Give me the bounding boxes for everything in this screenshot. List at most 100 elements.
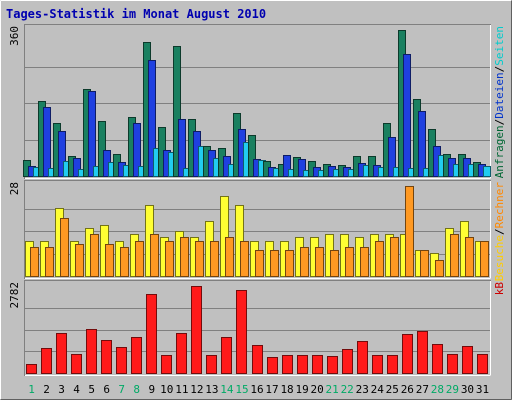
x-tick-label-3: 3 [58,383,65,396]
chart-title: Tages-Statistik im Monat August 2010 [6,7,266,21]
bar-top-anfragen-day-11 [173,46,181,177]
bar-bottom-kb-day-13 [206,355,217,374]
bar-middle-rechner-day-21 [330,250,339,277]
bar-middle-rechner-day-4 [75,244,84,277]
ymax-label-bottom: 2782 [8,282,21,309]
bar-bottom-kb-day-25 [387,355,398,374]
bar-top-dateien-day-5 [88,91,96,177]
x-tick-label-24: 24 [371,383,385,396]
x-tick-label-13: 13 [205,383,218,396]
bar-middle-rechner-day-18 [285,250,294,277]
x-tick-label-12: 12 [190,383,203,396]
bar-bottom-kb-day-15 [236,290,247,374]
bar-middle-rechner-day-10 [165,241,174,277]
bar-middle-rechner-day-12 [195,241,204,277]
bar-middle-rechner-day-16 [255,250,264,277]
x-tick-label-2: 2 [43,383,50,396]
x-tick-label-7: 7 [118,383,125,396]
bar-middle-besuche-day-14 [220,196,229,277]
x-tick-label-6: 6 [103,383,110,396]
bar-top-dateien-day-3 [58,131,66,177]
bar-bottom-kb-day-10 [161,355,172,374]
bar-middle-rechner-day-31 [480,241,489,277]
x-tick-label-4: 4 [73,383,80,396]
bar-bottom-kb-day-16 [252,345,263,374]
bar-middle-rechner-day-17 [270,250,279,277]
bar-middle-rechner-day-27 [420,250,429,277]
x-tick-label-1: 1 [28,383,35,396]
bar-middle-rechner-day-2 [45,247,54,277]
x-tick-label-15: 15 [235,383,248,396]
bar-bottom-kb-day-17 [267,357,278,374]
bar-bottom-kb-day-20 [312,355,323,374]
bar-bottom-kb-day-7 [116,347,127,374]
x-tick-label-21: 21 [326,383,339,396]
bar-top-dateien-day-11 [178,119,186,177]
x-tick-label-10: 10 [160,383,173,396]
bar-middle-rechner-day-15 [240,241,249,277]
bar-bottom-kb-day-1 [26,364,37,374]
bar-middle-rechner-day-1 [30,247,39,277]
x-tick-label-5: 5 [88,383,95,396]
bar-middle-rechner-day-3 [60,218,69,277]
bar-top-dateien-day-8 [133,123,141,177]
bar-top-seiten-day-31 [483,166,491,177]
bar-top-dateien-day-4 [73,158,81,177]
bar-bottom-kb-day-26 [402,334,413,374]
bar-bottom-kb-day-22 [342,349,353,374]
bar-bottom-kb-day-14 [221,337,232,374]
bar-middle-rechner-day-29 [450,234,459,277]
bar-bottom-kb-day-30 [462,346,473,374]
bar-bottom-kb-day-12 [191,286,202,374]
bar-bottom-kb-day-3 [56,333,67,374]
bar-bottom-kb-day-28 [432,344,443,374]
x-tick-label-9: 9 [148,383,155,396]
legend-top: Anfragen/Dateien/Seiten [493,26,506,178]
bar-top-dateien-day-26 [403,54,411,177]
bar-middle-rechner-day-5 [90,234,99,277]
ymax-label-top: 360 [8,26,21,46]
bar-bottom-kb-day-24 [372,355,383,374]
x-tick-label-19: 19 [295,383,308,396]
x-tick-label-30: 30 [461,383,474,396]
bar-bottom-kb-day-5 [86,329,97,374]
x-tick-label-14: 14 [220,383,234,396]
bar-top-dateien-day-2 [43,107,51,177]
bar-top-dateien-day-25 [388,137,396,177]
x-tick-label-11: 11 [175,383,188,396]
bar-bottom-kb-day-4 [71,354,82,374]
legend-label: kB [493,282,506,296]
bar-middle-rechner-day-9 [150,234,159,277]
x-tick-label-26: 26 [401,383,414,396]
legend-label: / [493,119,506,126]
bar-middle-rechner-day-22 [345,247,354,277]
bar-bottom-kb-day-18 [282,355,293,374]
bar-bottom-kb-day-23 [357,341,368,374]
bar-bottom-kb-day-21 [327,356,338,374]
x-tick-label-28: 28 [431,383,444,396]
bar-middle-rechner-day-20 [315,247,324,277]
bar-middle-rechner-day-8 [135,241,144,277]
legend-middle: Besuche/Rechner [493,182,506,282]
bar-bottom-kb-day-11 [176,333,187,374]
bar-bottom-kb-day-2 [41,348,52,374]
x-tick-label-23: 23 [356,383,369,396]
x-tick-label-25: 25 [386,383,399,396]
legend-label: Anfragen [493,125,506,178]
bar-top-dateien-day-19 [298,159,306,177]
legend-label: / [493,66,506,73]
x-tick-label-16: 16 [250,383,263,396]
bar-bottom-kb-day-9 [146,294,157,374]
bar-top-dateien-day-9 [148,60,156,177]
x-tick-label-17: 17 [265,383,278,396]
bar-middle-rechner-day-25 [390,237,399,277]
bar-bottom-kb-day-19 [297,355,308,374]
bar-middle-rechner-day-23 [360,247,369,277]
bar-top-dateien-day-27 [418,111,426,177]
x-tick-label-27: 27 [416,383,429,396]
legend-label: Seiten [493,26,506,66]
bar-bottom-kb-day-31 [477,354,488,374]
bar-bottom-kb-day-27 [417,331,428,374]
bar-bottom-kb-day-6 [101,340,112,374]
